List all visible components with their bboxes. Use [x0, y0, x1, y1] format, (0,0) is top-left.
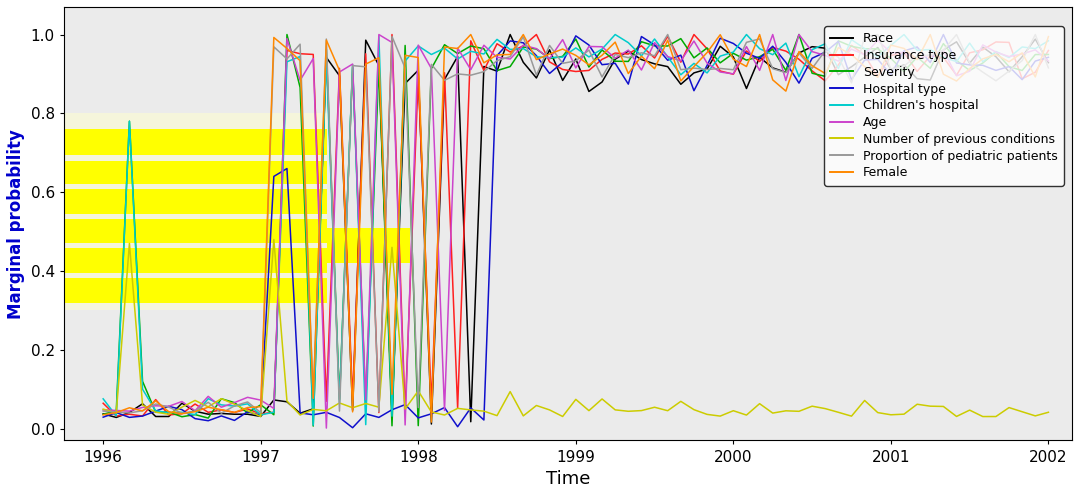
Legend: Race, Insurance type, Severity, Hospital type, Children's hospital, Age, Number : Race, Insurance type, Severity, Hospital…	[824, 26, 1064, 186]
Bar	[64, 189, 327, 214]
Bar	[64, 129, 327, 155]
Bar	[64, 278, 327, 302]
Y-axis label: Marginal probability: Marginal probability	[6, 129, 25, 319]
X-axis label: Time: Time	[546, 470, 590, 488]
Bar	[64, 161, 327, 184]
Bar	[64, 113, 327, 310]
Bar	[327, 228, 410, 263]
Bar	[64, 248, 327, 273]
Bar	[64, 219, 327, 244]
